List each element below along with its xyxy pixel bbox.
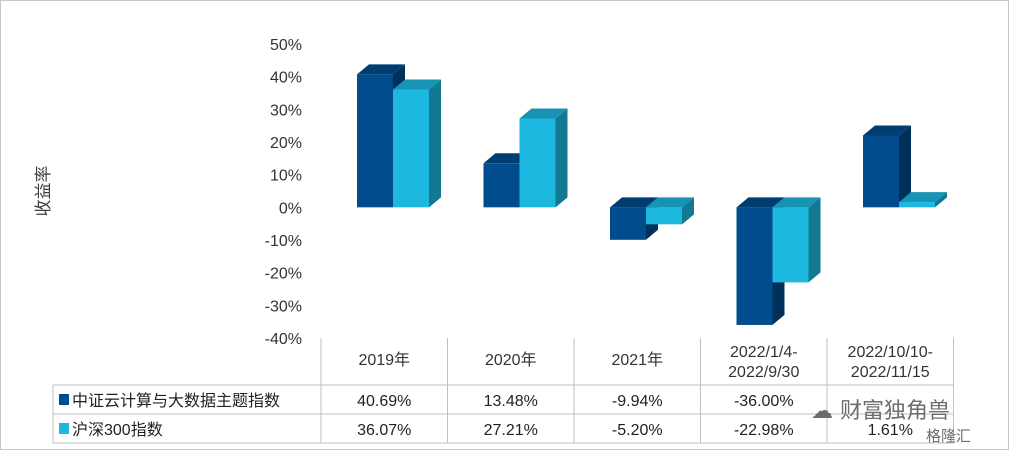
series-name: 中证云计算与大数据主题指数 <box>72 391 280 410</box>
bar-front-face <box>483 163 520 208</box>
y-tick-label: 50% <box>270 37 302 54</box>
watermark-text-2: 格隆汇 <box>926 427 972 445</box>
bar-side-face <box>899 125 911 208</box>
category-label: 2020年 <box>485 351 537 369</box>
watermark-text-1: 财富独角兽 <box>840 399 951 424</box>
bar-top-face <box>357 64 405 75</box>
bar-top-face <box>519 108 568 119</box>
data-cell: -36.00% <box>734 393 794 410</box>
bar-front-face <box>646 207 682 225</box>
bar-top-face <box>899 192 947 203</box>
bar-front-face <box>357 74 393 208</box>
bar-front-face <box>772 207 809 283</box>
y-axis-label: 收益率 <box>34 166 53 217</box>
wechat-icon: ☁ <box>811 399 833 424</box>
data-table: 2019年 2020年 2021年 2022/1/4- 2022/9/30 2022/10… <box>52 338 954 444</box>
category-label: 2019年 <box>358 351 410 369</box>
bar-top-face <box>393 79 441 90</box>
y-tick-label: -20% <box>265 266 302 283</box>
category-label: 2022/11/15 <box>851 364 930 381</box>
bar-side-face <box>555 108 568 208</box>
bar-side-face <box>429 79 441 208</box>
bar-0-4 <box>863 125 911 208</box>
data-cell: 13.48% <box>484 393 538 410</box>
legend-key <box>59 423 69 434</box>
category-label: 2022/10/10- <box>848 344 933 361</box>
data-cell: 36.07% <box>357 422 411 439</box>
bar-front-face <box>393 89 429 208</box>
bar-top-face <box>736 197 785 208</box>
series-name: 沪深300指数 <box>72 421 163 439</box>
bar-front-face <box>863 135 899 208</box>
watermark-wechat: ☁ 财富独角兽 <box>811 393 950 425</box>
category-label: 2022/9/30 <box>728 364 799 381</box>
watermark-gelonghui: 格隆汇 <box>926 425 971 446</box>
bars <box>357 64 947 325</box>
y-tick-labels: 50% 40% 30% 20% 10% 0% -10% -20% -30% -40% <box>265 37 302 348</box>
y-tick-label: -30% <box>265 298 302 315</box>
bar-side-face <box>935 192 947 208</box>
y-tick-label: -10% <box>265 233 302 250</box>
bar-1-3 <box>772 197 821 283</box>
data-cell: -5.20% <box>612 422 663 439</box>
bar-1-4 <box>899 192 947 208</box>
data-cell: -22.98% <box>734 422 794 439</box>
bar-side-face <box>808 197 821 283</box>
data-cell: -9.94% <box>612 393 663 410</box>
y-tick-label: 0% <box>279 200 302 217</box>
bar-front-face <box>899 202 935 208</box>
bar-1-0 <box>393 79 441 208</box>
bar-front-face <box>736 207 773 325</box>
legend-key <box>59 394 69 405</box>
category-label: 2022/1/4- <box>730 344 798 361</box>
bar-1-1 <box>519 108 568 208</box>
data-cell: 40.69% <box>357 393 411 410</box>
data-cell: 1.61% <box>868 422 913 439</box>
y-tick-label: 10% <box>270 168 302 185</box>
bar-front-face <box>519 118 556 208</box>
data-cell: 27.21% <box>484 422 538 439</box>
y-tick-label: -40% <box>265 331 302 348</box>
bar-1-2 <box>646 197 694 225</box>
bar-front-face <box>610 207 646 240</box>
bar-side-face <box>682 197 694 225</box>
bar-top-face <box>863 125 911 136</box>
bar-top-face <box>610 197 658 208</box>
y-tick-label: 30% <box>270 102 302 119</box>
category-label: 2021年 <box>611 351 663 369</box>
bar-top-face <box>772 197 821 208</box>
y-tick-label: 40% <box>270 70 302 87</box>
bar-0-3 <box>736 197 785 325</box>
y-tick-label: 20% <box>270 135 302 152</box>
bar-top-face <box>646 197 694 208</box>
